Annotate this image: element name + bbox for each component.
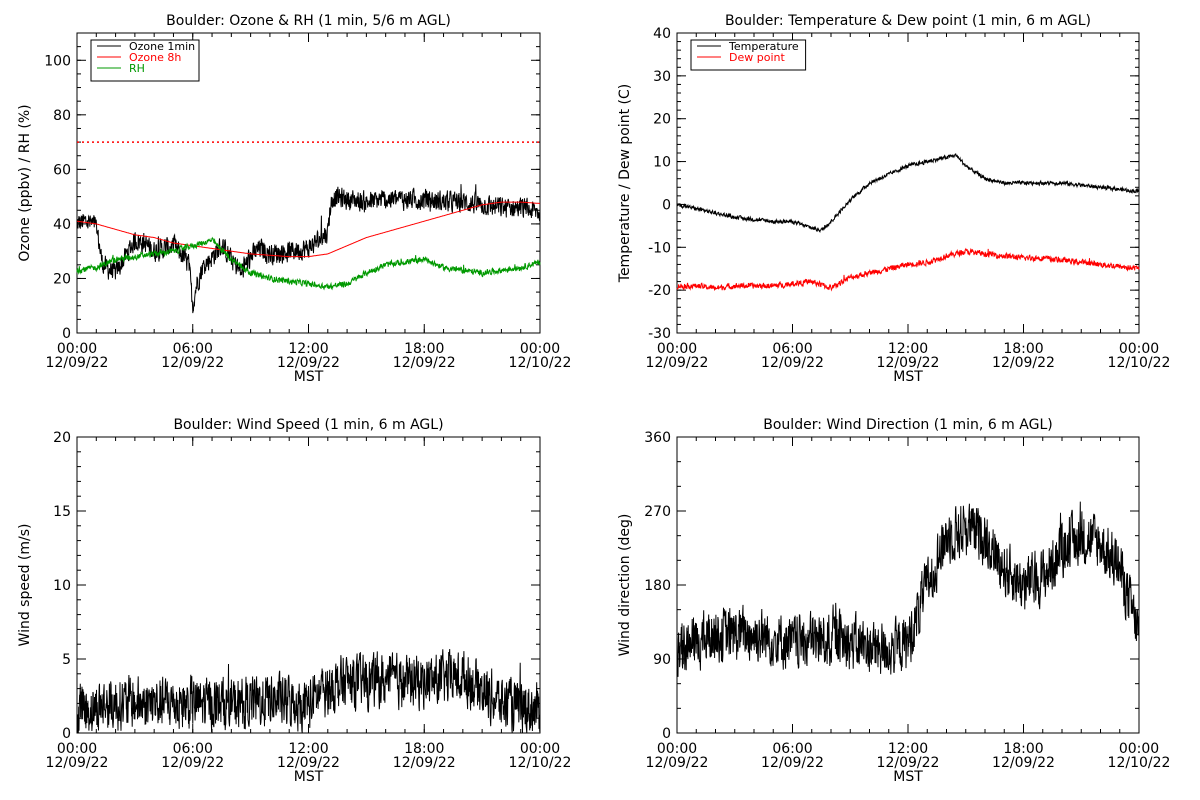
x-tick-label-time: 18:00 (1003, 741, 1043, 757)
y-tick-label: 100 (44, 53, 71, 69)
x-tick-label-time: 00:00 (1119, 741, 1159, 757)
chart-title: Boulder: Wind Speed (1 min, 6 m AGL) (173, 417, 443, 433)
y-tick-label: 40 (53, 217, 71, 233)
series-line-1 (76, 649, 541, 734)
x-tick-label-date: 12/09/22 (277, 355, 340, 371)
y-tick-label: 30 (653, 69, 671, 85)
y-tick-label: 20 (653, 112, 671, 128)
chart-panel-4: Boulder: Wind Direction (1 min, 6 m AGL)… (617, 417, 1170, 785)
series-line-1 (76, 184, 541, 314)
series-line-1 (676, 501, 1140, 677)
x-axis-label: MST (893, 769, 923, 785)
series-line-2 (676, 247, 1140, 292)
y-tick-label: -10 (648, 240, 671, 256)
series-line-2 (77, 201, 541, 258)
y-tick-label: 0 (662, 197, 671, 213)
y-tick-label: -20 (648, 283, 671, 299)
legend-label: RH (129, 62, 145, 75)
y-tick-label: 5 (62, 652, 71, 668)
x-tick-label-time: 12:00 (288, 741, 328, 757)
legend-box (90, 39, 200, 82)
x-tick-label-date: 12/09/22 (992, 755, 1055, 771)
x-tick-label-time: 00:00 (657, 341, 697, 357)
x-tick-label-time: 12:00 (888, 741, 928, 757)
x-tick-label-date: 12/09/22 (393, 355, 456, 371)
x-tick-label-time: 00:00 (657, 741, 697, 757)
x-tick-label-date: 12/10/22 (509, 355, 572, 371)
y-tick-label: 90 (653, 652, 671, 668)
x-tick-label-date: 12/09/22 (393, 755, 456, 771)
x-tick-label-date: 12/09/22 (877, 355, 940, 371)
x-tick-label-date: 12/10/22 (1108, 755, 1171, 771)
x-tick-label-date: 12/09/22 (161, 355, 224, 371)
x-tick-label-time: 18:00 (404, 741, 444, 757)
x-tick-label-time: 00:00 (520, 741, 560, 757)
y-tick-label: 270 (644, 504, 671, 520)
x-tick-label-date: 12/09/22 (992, 355, 1055, 371)
y-axis-label: Wind speed (m/s) (17, 524, 33, 647)
x-axis-label: MST (294, 369, 324, 385)
y-tick-label: 15 (53, 504, 71, 520)
x-tick-label-date: 12/09/22 (761, 755, 824, 771)
x-tick-label-time: 06:00 (173, 741, 213, 757)
x-tick-label-time: 00:00 (57, 341, 97, 357)
chart-panel-3: Boulder: Wind Speed (1 min, 6 m AGL) 0 5 10… (17, 417, 571, 785)
legend-box (690, 39, 807, 71)
legend-label: Ozone 8h (129, 51, 181, 64)
plot-frame (676, 436, 1140, 734)
y-axis-label: Ozone (ppbv) / RH (%) (17, 104, 33, 261)
legend-label: Temperature (728, 40, 799, 53)
series-line-1 (676, 153, 1140, 233)
y-tick-label: 0 (62, 726, 71, 742)
x-tick-label-time: 06:00 (173, 341, 213, 357)
x-tick-label-time: 00:00 (520, 341, 560, 357)
x-tick-label-date: 12/09/22 (46, 355, 109, 371)
y-tick-label: 20 (53, 271, 71, 287)
x-tick-label-date: 12/09/22 (761, 355, 824, 371)
x-tick-label-date: 12/09/22 (161, 755, 224, 771)
legend-label: Ozone 1min (129, 40, 195, 53)
y-tick-label: 20 (53, 430, 71, 446)
y-tick-label: -30 (648, 326, 671, 342)
x-tick-label-time: 12:00 (888, 341, 928, 357)
x-tick-label-date: 12/09/22 (646, 755, 709, 771)
x-tick-label-time: 00:00 (1119, 341, 1159, 357)
x-tick-label-time: 18:00 (1003, 341, 1043, 357)
legend-label: Dew point (729, 51, 785, 64)
chart-title: Boulder: Wind Direction (1 min, 6 m AGL) (763, 417, 1052, 433)
chart-title: Boulder: Temperature & Dew point (1 min,… (725, 13, 1091, 29)
x-tick-label-date: 12/09/22 (646, 355, 709, 371)
y-tick-label: 0 (662, 726, 671, 742)
x-tick-label-date: 12/09/22 (877, 755, 940, 771)
x-axis-label: MST (893, 369, 923, 385)
x-axis-label: MST (294, 769, 324, 785)
y-tick-label: 60 (53, 162, 71, 178)
y-tick-label: 0 (62, 326, 71, 342)
x-tick-label-time: 06:00 (772, 741, 812, 757)
y-tick-label: 10 (653, 155, 671, 171)
x-tick-label-date: 12/09/22 (277, 755, 340, 771)
x-tick-label-date: 12/09/22 (46, 755, 109, 771)
x-tick-label-time: 12:00 (288, 341, 328, 357)
y-tick-label: 40 (653, 26, 671, 42)
y-tick-label: 360 (644, 430, 671, 446)
y-tick-label: 180 (644, 578, 671, 594)
x-tick-label-time: 18:00 (404, 341, 444, 357)
x-tick-label-date: 12/10/22 (509, 755, 572, 771)
y-axis-label: Wind direction (deg) (617, 514, 633, 657)
y-tick-label: 10 (53, 578, 71, 594)
series-line-3 (76, 236, 541, 291)
chart-panel-1: Boulder: Ozone & RH (1 min, 5/6 m AGL) 0 2… (17, 13, 571, 385)
y-tick-label: 80 (53, 108, 71, 124)
y-axis-label: Temperature / Dew point (C) (617, 84, 633, 283)
x-tick-label-time: 00:00 (57, 741, 97, 757)
chart-title: Boulder: Ozone & RH (1 min, 5/6 m AGL) (166, 13, 451, 29)
x-tick-label-time: 06:00 (772, 341, 812, 357)
chart-panel-2: Boulder: Temperature & Dew point (1 min,… (617, 13, 1170, 385)
x-tick-label-date: 12/10/22 (1108, 355, 1171, 371)
